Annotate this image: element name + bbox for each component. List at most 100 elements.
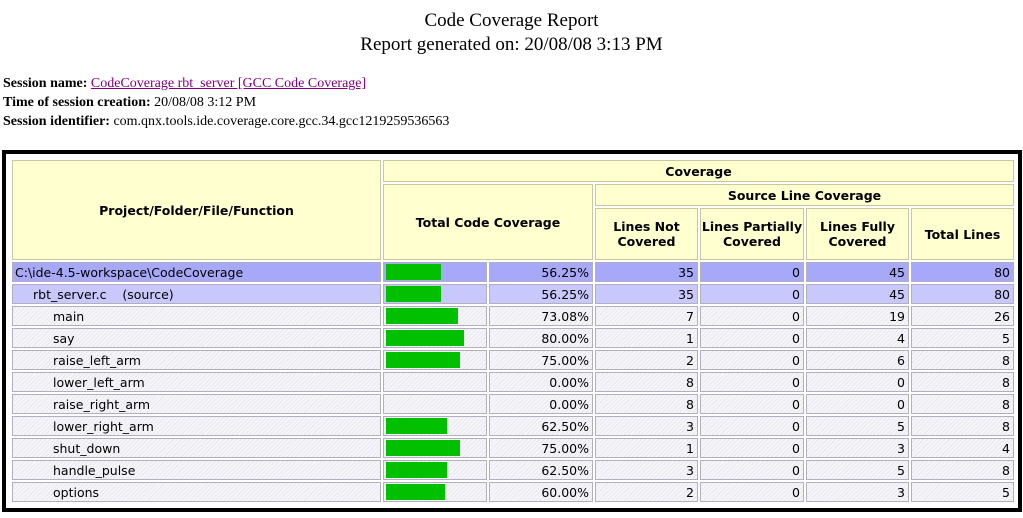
coverage-cell: 0.00% xyxy=(489,394,593,414)
count-cell: 0 xyxy=(700,262,804,282)
coverage-table: Project/Folder/File/Function Coverage Tot… xyxy=(10,158,1016,504)
data-row: handle_pulse 62.50% 3 0 5 8 xyxy=(12,460,1014,480)
coverage-bar xyxy=(386,264,442,280)
count-cell: 45 xyxy=(806,262,909,282)
header-cell: Coverage xyxy=(383,160,1014,182)
count-cell: 35 xyxy=(595,262,698,282)
data-row: shut_down 75.00% 1 0 3 4 xyxy=(12,438,1014,458)
count-cell: 5 xyxy=(911,328,1014,348)
table-frame: Project/Folder/File/Function Coverage Tot… xyxy=(2,150,1022,512)
report-title: Code Coverage Report xyxy=(424,10,599,31)
count-cell: 80 xyxy=(911,284,1014,304)
bar-cell xyxy=(383,284,487,304)
coverage-bar xyxy=(386,330,465,346)
coverage-cell: 80.00% xyxy=(489,328,593,348)
name-cell: raise_left_arm xyxy=(12,350,381,370)
coverage-bar xyxy=(386,352,460,368)
count-cell: 1 xyxy=(595,328,698,348)
name-cell: handle_pulse xyxy=(12,460,381,480)
bar-cell xyxy=(383,416,487,436)
count-cell: 4 xyxy=(806,328,909,348)
coverage-cell: 60.00% xyxy=(489,482,593,502)
coverage-bar xyxy=(386,484,445,500)
count-cell: 2 xyxy=(595,350,698,370)
coverage-cell: 56.25% xyxy=(489,284,593,304)
coverage-bar xyxy=(386,440,460,456)
count-cell: 0 xyxy=(806,372,909,392)
count-cell: 3 xyxy=(595,460,698,480)
coverage-bar xyxy=(386,308,458,324)
coverage-cell: 73.08% xyxy=(489,306,593,326)
count-cell: 2 xyxy=(595,482,698,502)
count-cell: 0 xyxy=(700,306,804,326)
name-cell: main xyxy=(12,306,381,326)
count-cell: 0 xyxy=(700,482,804,502)
name-cell: lower_left_arm xyxy=(12,372,381,392)
bar-cell xyxy=(383,372,487,392)
session-link[interactable]: CodeCoverage rbt_server [GCC Code Covera… xyxy=(90,76,367,91)
session-time-line: Time of session creation: 20/08/08 3:12 … xyxy=(3,95,256,111)
count-cell: 1 xyxy=(595,438,698,458)
count-cell: 0 xyxy=(700,328,804,348)
header-cell: Source Line Coverage xyxy=(595,184,1014,206)
count-cell: 0 xyxy=(700,284,804,304)
coverage-cell: 0.00% xyxy=(489,372,593,392)
header-cell: Project/Folder/File/Function xyxy=(12,160,381,260)
bar-cell xyxy=(383,328,487,348)
session-id-line: Session identifier: com.qnx.tools.ide.co… xyxy=(3,114,449,130)
coverage-bar xyxy=(386,418,448,434)
count-cell: 35 xyxy=(595,284,698,304)
count-cell: 5 xyxy=(806,460,909,480)
label: Time of session creation: xyxy=(3,95,151,110)
name-cell: shut_down xyxy=(12,438,381,458)
value: com.qnx.tools.ide.coverage.core.gcc.34.g… xyxy=(113,114,450,129)
name-cell: lower_right_arm xyxy=(12,416,381,436)
bar-cell xyxy=(383,350,487,370)
header-cell: Total Code Coverage xyxy=(383,184,593,260)
count-cell: 26 xyxy=(911,306,1014,326)
header-cell: Total Lines xyxy=(911,208,1014,260)
count-cell: 0 xyxy=(700,460,804,480)
data-row: rbt_server.c (source) 56.25% 35 0 45 80 xyxy=(12,284,1014,304)
count-cell: 4 xyxy=(911,438,1014,458)
count-cell: 8 xyxy=(911,460,1014,480)
count-cell: 3 xyxy=(806,438,909,458)
count-cell: 19 xyxy=(806,306,909,326)
count-cell: 0 xyxy=(700,350,804,370)
data-row: C:\ide-4.5-workspace\CodeCoverage 56.25% 3… xyxy=(12,262,1014,282)
data-row: lower_left_arm 0.00% 8 0 0 8 xyxy=(12,372,1014,392)
coverage-cell: 62.50% xyxy=(489,416,593,436)
count-cell: 5 xyxy=(911,482,1014,502)
count-cell: 45 xyxy=(806,284,909,304)
coverage-cell: 75.00% xyxy=(489,438,593,458)
coverage-bar xyxy=(386,462,448,478)
name-cell: options xyxy=(12,482,381,502)
coverage-cell: 75.00% xyxy=(489,350,593,370)
count-cell: 8 xyxy=(911,416,1014,436)
data-row: raise_left_arm 75.00% 2 0 6 8 xyxy=(12,350,1014,370)
count-cell: 8 xyxy=(911,394,1014,414)
count-cell: 6 xyxy=(806,350,909,370)
count-cell: 8 xyxy=(595,394,698,414)
label: Session identifier: xyxy=(3,114,110,129)
session-name-line: Session name: CodeCoverage rbt_server [G… xyxy=(3,76,366,92)
header-cell: Lines Not Covered xyxy=(595,208,698,260)
count-cell: 5 xyxy=(806,416,909,436)
count-cell: 8 xyxy=(911,350,1014,370)
count-cell: 0 xyxy=(700,438,804,458)
coverage-bar xyxy=(386,286,442,302)
name-cell: C:\ide-4.5-workspace\CodeCoverage xyxy=(12,262,381,282)
count-cell: 0 xyxy=(700,394,804,414)
count-cell: 3 xyxy=(595,416,698,436)
count-cell: 80 xyxy=(911,262,1014,282)
coverage-cell: 56.25% xyxy=(489,262,593,282)
report-generated: Report generated on: 20/08/08 3:13 PM xyxy=(360,34,663,55)
bar-cell xyxy=(383,262,487,282)
count-cell: 7 xyxy=(595,306,698,326)
value: 20/08/08 3:12 PM xyxy=(154,95,257,110)
count-cell: 8 xyxy=(911,372,1014,392)
label: Session name: xyxy=(3,76,88,91)
data-row: lower_right_arm 62.50% 3 0 5 8 xyxy=(12,416,1014,436)
name-cell: rbt_server.c (source) xyxy=(12,284,381,304)
